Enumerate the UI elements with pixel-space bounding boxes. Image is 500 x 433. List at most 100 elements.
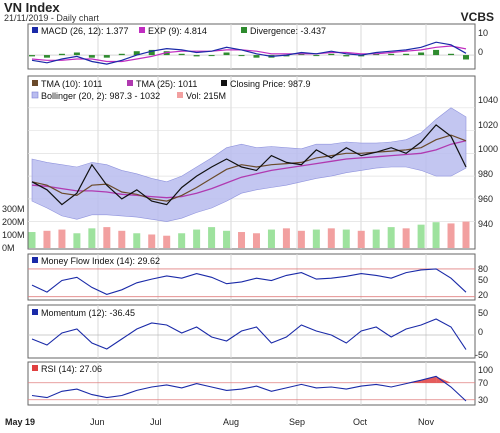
divergence-bar <box>88 55 95 58</box>
divergence-bar <box>133 51 140 56</box>
volume-bar <box>43 230 51 248</box>
divergence-bar <box>448 53 455 56</box>
volume-bar <box>297 230 305 248</box>
divergence-bar <box>328 53 335 56</box>
volume-bar <box>58 229 66 248</box>
brand-label: VCBS <box>460 10 494 24</box>
volume-bar <box>208 227 216 248</box>
macd-panel <box>27 23 476 70</box>
chart-date: 21/11/2019 - Daily chart <box>4 13 99 23</box>
exp-signal-line <box>31 45 467 63</box>
volume-ytick: 100M <box>2 230 25 240</box>
mfi-ytick: 80 <box>478 264 488 274</box>
divergence-bar <box>73 52 80 56</box>
mfi-legend: Money Flow Index (14): 29.62 <box>41 256 160 266</box>
volume-bar <box>312 229 320 248</box>
volume-ytick: 0M <box>2 243 15 253</box>
rsi-panel <box>27 361 476 406</box>
volume-bar <box>327 228 335 248</box>
price-ytick: 1000 <box>478 144 498 154</box>
momentum-legend-swatch <box>32 309 38 315</box>
volume-bar <box>357 230 365 248</box>
momentum-line <box>31 318 467 350</box>
volume-bar <box>432 222 440 248</box>
mfi-legend-swatch <box>32 257 38 263</box>
divergence-bar <box>178 53 185 56</box>
volume-bar <box>372 229 380 248</box>
close-legend-swatch <box>221 80 227 86</box>
divergence-bar <box>238 55 245 57</box>
price-ytick: 960 <box>478 194 493 204</box>
divergence-bar <box>118 53 125 56</box>
tma25-line <box>31 140 467 199</box>
x-month-label: Jun <box>90 417 105 427</box>
x-month-label: May 19 <box>5 417 35 427</box>
volume-bar <box>133 233 141 248</box>
rsi-ytick: 100 <box>478 365 493 375</box>
x-month-label: Aug <box>223 417 239 427</box>
rsi-ytick: 70 <box>478 378 488 388</box>
momentum-ytick: 0 <box>478 327 483 337</box>
divergence-bar <box>403 53 410 56</box>
vol-legend: Vol: 215M <box>186 91 226 101</box>
tma10-line <box>31 134 467 202</box>
divergence-bar <box>103 55 110 58</box>
volume-bar <box>252 233 260 248</box>
divergence-bar <box>43 55 50 58</box>
volume-bar <box>238 232 246 248</box>
rsi-overbought-fill <box>436 376 451 383</box>
momentum-ytick: -50 <box>475 350 488 360</box>
volume-bar <box>402 228 410 248</box>
rsi-overbought-fill <box>421 376 437 383</box>
volume-bar <box>282 228 290 248</box>
x-month-label: Nov <box>418 417 435 427</box>
volume-bar <box>462 221 470 248</box>
divergence-bar <box>343 55 350 57</box>
rsi-ytick: 30 <box>478 395 488 405</box>
volume-bar <box>73 233 81 248</box>
tma10-legend-swatch <box>32 80 38 86</box>
divergence-bar <box>148 49 155 56</box>
volume-bar <box>447 223 455 248</box>
volume-ytick: 300M <box>2 204 25 214</box>
divergence-legend-swatch <box>241 27 247 33</box>
tma25-legend: TMA (25): 1011 <box>136 79 197 89</box>
volume-bar <box>387 227 395 248</box>
macd-ytick: 10 <box>478 28 488 38</box>
volume-bar <box>103 227 111 248</box>
price-ytick: 980 <box>478 169 493 179</box>
exp-legend-swatch <box>139 27 145 33</box>
tma25-legend-swatch <box>127 80 133 86</box>
volume-bar <box>148 234 156 248</box>
volume-bar <box>178 233 186 248</box>
volume-bar <box>163 235 171 248</box>
volume-bar <box>342 229 350 248</box>
macd-line <box>31 41 467 65</box>
macd-legend-swatch <box>32 27 38 33</box>
divergence-bar <box>58 53 65 56</box>
x-month-label: Sep <box>289 417 305 427</box>
close-legend: Closing Price: 987.9 <box>230 79 311 89</box>
closing-price-line <box>31 124 467 206</box>
divergence-legend: Divergence: -3.437 <box>250 26 326 36</box>
chart-title: VN Index <box>4 0 60 15</box>
price-ytick: 1020 <box>478 120 498 130</box>
momentum-legend: Momentum (12): -36.45 <box>41 308 135 318</box>
momentum-ytick: 50 <box>478 308 488 318</box>
tma10-legend: TMA (10): 1011 <box>41 79 102 89</box>
bollinger-legend: Bollinger (20, 2): 987.3 - 1032 <box>41 91 160 101</box>
x-month-label: Oct <box>353 417 368 427</box>
rsi-line <box>31 375 467 402</box>
divergence-bar <box>208 55 215 57</box>
price-ytick: 940 <box>478 219 493 229</box>
mfi-line <box>31 268 467 295</box>
volume-bar <box>417 224 425 248</box>
divergence-bar <box>253 55 260 58</box>
rsi-legend-swatch <box>32 365 38 371</box>
divergence-bar <box>223 52 230 56</box>
volume-ytick: 200M <box>2 217 25 227</box>
divergence-bar <box>298 53 305 56</box>
volume-bar <box>267 229 275 248</box>
divergence-bar <box>388 53 395 56</box>
rsi-legend: RSI (14): 27.06 <box>41 364 102 374</box>
